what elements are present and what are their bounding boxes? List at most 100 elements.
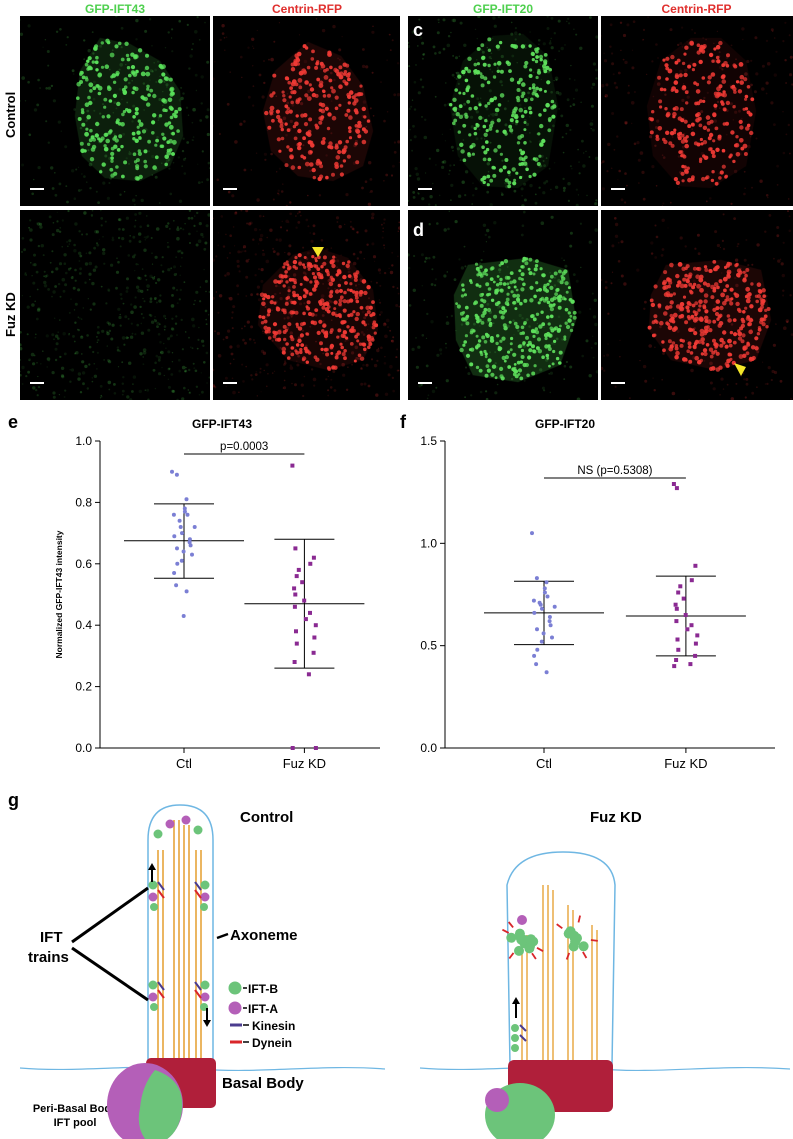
basal-body-dot [309,162,314,167]
basal-body-dot [706,319,712,324]
background-speckle [721,239,724,242]
background-speckle [99,384,103,388]
basal-body-dot [490,120,495,125]
basal-body-dot [653,284,658,289]
basal-body-dot [337,149,342,155]
data-point [538,602,543,607]
background-speckle [543,326,545,328]
background-speckle [484,233,487,237]
background-speckle [426,397,429,400]
background-speckle [372,115,375,117]
ift-b-particle [516,934,527,945]
background-speckle [730,323,734,326]
background-speckle [205,290,207,293]
basal-body-dot [334,69,340,74]
basal-body-dot [371,300,375,304]
background-speckle [148,313,151,316]
background-speckle [624,60,628,65]
background-speckle [62,289,66,293]
background-speckle [567,199,570,202]
basal-body-dot [136,125,140,129]
background-speckle [789,73,793,77]
background-speckle [148,18,152,21]
basal-body-dot [754,336,759,341]
background-speckle [167,378,170,380]
basal-body-dot [308,292,313,296]
background-speckle [492,322,495,324]
background-speckle [263,81,266,85]
basal-body-dot [734,263,738,268]
basal-body-dot [342,330,347,335]
background-speckle [341,362,345,367]
background-speckle [254,274,257,277]
background-speckle [43,275,45,277]
background-speckle [26,333,29,336]
basal-body-dot [684,273,688,278]
background-speckle [140,289,144,293]
data-point [181,614,186,618]
background-speckle [143,236,146,238]
basal-body-dot [692,344,697,349]
basal-body-dot [302,263,305,267]
background-speckle [486,47,488,49]
background-speckle [278,238,282,242]
basal-body-dot [757,288,762,293]
background-speckle [97,201,100,205]
basal-body-dot [535,330,540,335]
background-speckle [260,268,264,272]
background-speckle [125,216,129,220]
background-speckle [714,107,717,110]
basal-body-dot [673,177,678,182]
background-speckle [713,119,717,123]
basal-body-dot [142,97,146,101]
basal-body-dot [756,332,761,336]
basal-body-dot [134,86,139,92]
background-speckle [421,116,423,118]
background-speckle [79,254,83,258]
background-speckle [232,305,236,309]
basal-body-dot [565,290,569,294]
background-speckle [396,93,400,97]
background-speckle [116,348,120,352]
background-speckle [99,397,102,399]
background-speckle [767,366,771,370]
basal-body-dot [314,280,320,286]
basal-body-dot [173,114,178,119]
background-speckle [344,223,346,225]
basal-body-dot [135,107,139,111]
background-speckle [648,135,653,139]
background-speckle [470,394,473,397]
background-speckle [592,335,594,337]
basal-body-dot [497,300,501,305]
background-speckle [398,221,400,224]
background-speckle [243,325,246,328]
basal-body-dot [563,337,567,341]
basal-body-dot [331,115,337,121]
background-speckle [83,175,86,178]
background-speckle [427,394,430,397]
background-speckle [74,302,78,306]
label-ift-trains-line2: trains [28,949,69,966]
background-speckle [295,131,298,134]
background-speckle [279,292,281,294]
basal-body-dot [471,152,475,156]
background-speckle [379,313,381,316]
background-speckle [325,274,327,276]
basal-body-dot [306,65,311,70]
basal-body-dot [739,125,744,130]
background-speckle [176,236,180,241]
basal-body-dot [85,127,89,131]
basal-body-dot [335,273,339,277]
background-speckle [271,309,273,311]
basal-body-dot [164,154,169,160]
background-speckle [146,289,149,291]
background-speckle [193,367,196,370]
basal-body-dot [740,323,745,328]
background-speckle [117,236,121,240]
background-speckle [179,227,182,230]
basal-body-dot [569,328,574,333]
background-speckle [335,216,340,220]
background-speckle [126,101,129,104]
basal-body-dot [567,318,572,323]
background-speckle [57,331,60,334]
